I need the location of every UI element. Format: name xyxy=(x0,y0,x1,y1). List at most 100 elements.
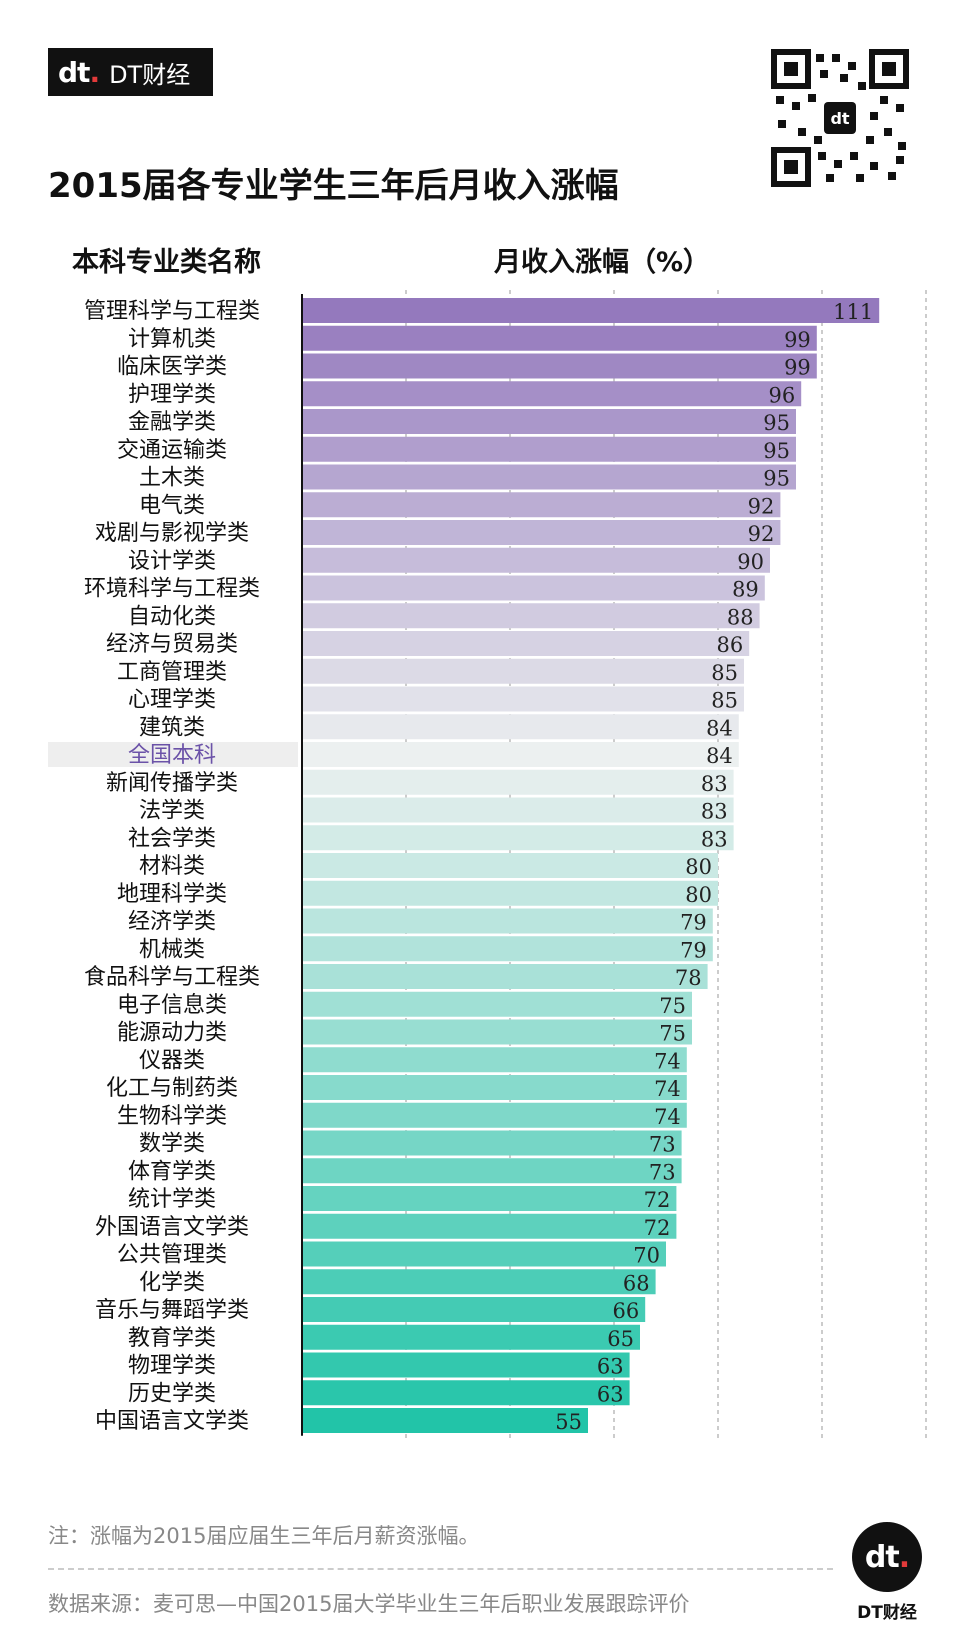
value-label: 55 xyxy=(555,1410,582,1434)
value-label: 80 xyxy=(685,883,712,907)
category-label: 经济学类 xyxy=(128,910,216,935)
value-label: 73 xyxy=(649,1133,676,1157)
logo-mark: dt. xyxy=(58,55,100,89)
value-column-header: 月收入涨幅（%） xyxy=(494,247,711,278)
category-label: 电子信息类 xyxy=(117,993,227,1018)
category-label: 食品科学与工程类 xyxy=(84,965,260,990)
category-label: 数学类 xyxy=(139,1132,205,1157)
bar xyxy=(302,409,796,434)
category-label: 电气类 xyxy=(139,493,205,518)
value-label: 99 xyxy=(784,328,811,352)
category-label: 教育学类 xyxy=(128,1326,216,1351)
dt-brand-logo: dt. xyxy=(852,1522,922,1592)
value-label: 111 xyxy=(833,300,873,324)
value-label: 96 xyxy=(768,383,795,407)
category-label: 公共管理类 xyxy=(117,1243,227,1268)
value-label: 83 xyxy=(701,827,728,851)
value-label: 74 xyxy=(654,1077,681,1101)
logo-text: DT财经 xyxy=(109,60,191,89)
value-label: 79 xyxy=(680,938,707,962)
value-label: 90 xyxy=(737,550,764,574)
bar xyxy=(302,1241,666,1267)
bar xyxy=(302,520,781,545)
bar xyxy=(302,1130,682,1156)
category-label: 设计学类 xyxy=(128,549,216,574)
value-label: 65 xyxy=(607,1327,634,1351)
value-label: 85 xyxy=(711,661,738,685)
category-label: 自动化类 xyxy=(128,604,216,629)
bar xyxy=(302,603,760,629)
category-label: 机械类 xyxy=(139,937,205,962)
category-label: 化学类 xyxy=(139,1270,205,1295)
bar xyxy=(302,298,880,323)
value-label: 70 xyxy=(633,1244,660,1268)
bar xyxy=(302,1102,687,1128)
bar xyxy=(302,631,750,656)
bar xyxy=(302,575,765,601)
bar xyxy=(302,853,718,878)
chart-title: 2015届各专业学生三年后月收入涨幅 xyxy=(48,166,619,206)
dt-logo: dt. DT财经 xyxy=(48,48,213,96)
value-label: 72 xyxy=(644,1188,671,1212)
data-source: 数据来源：麦可思—中国2015届大学毕业生三年后职业发展跟踪评价 xyxy=(48,1592,690,1616)
value-label: 85 xyxy=(711,689,738,713)
category-label: 统计学类 xyxy=(128,1187,216,1212)
bar xyxy=(302,658,744,684)
bar xyxy=(302,1408,588,1433)
value-label: 84 xyxy=(706,744,733,768)
category-label: 戏剧与影视学类 xyxy=(95,521,249,546)
category-label: 护理学类 xyxy=(128,382,216,407)
category-label: 环境科学与工程类 xyxy=(84,577,260,602)
value-label: 95 xyxy=(763,411,790,435)
bar xyxy=(302,1297,646,1322)
svg-text:dt: dt xyxy=(830,109,849,128)
bar xyxy=(302,1186,677,1211)
bar xyxy=(302,880,718,906)
bar xyxy=(302,464,796,490)
value-label: 99 xyxy=(784,356,811,380)
bar xyxy=(302,908,713,934)
value-label: 83 xyxy=(701,800,728,824)
category-label: 工商管理类 xyxy=(117,660,227,685)
value-label: 63 xyxy=(597,1355,624,1379)
bar xyxy=(302,714,739,740)
bar xyxy=(302,436,796,462)
category-label: 化工与制药类 xyxy=(106,1076,238,1101)
category-label: 建筑类 xyxy=(139,715,205,740)
bar xyxy=(302,353,817,379)
bar-chart: 管理科学与工程类 111 计算机类 99 临床医学类 99 护理学类 96 金融学类 95 交通运输… xyxy=(48,290,927,1440)
category-label: 生物科学类 xyxy=(117,1104,227,1129)
value-label: 79 xyxy=(680,911,707,935)
category-label: 仪器类 xyxy=(139,1048,205,1073)
value-label: 75 xyxy=(659,994,686,1018)
value-label: 78 xyxy=(675,966,702,990)
bar xyxy=(302,936,713,962)
value-label: 73 xyxy=(649,1160,676,1184)
brand-name: DT财经 xyxy=(857,1603,917,1623)
bar xyxy=(302,1380,630,1406)
bar xyxy=(302,686,744,712)
value-label: 63 xyxy=(597,1382,624,1406)
value-label: 68 xyxy=(623,1271,650,1295)
category-label: 土木类 xyxy=(139,466,205,491)
value-label: 75 xyxy=(659,1022,686,1046)
bar xyxy=(302,991,692,1017)
value-label: 83 xyxy=(701,772,728,796)
category-label: 管理科学与工程类 xyxy=(84,299,260,324)
value-label: 92 xyxy=(748,522,775,546)
bar xyxy=(302,964,708,989)
value-label: 66 xyxy=(612,1299,639,1323)
value-label: 86 xyxy=(716,633,743,657)
highlight-row-bg xyxy=(48,742,298,767)
bar xyxy=(302,742,739,767)
category-label: 心理学类 xyxy=(128,688,216,713)
bar xyxy=(302,1269,656,1295)
bar xyxy=(302,381,802,407)
category-label: 新闻传播学类 xyxy=(106,771,238,796)
bar xyxy=(302,325,817,351)
category-column-header: 本科专业类名称 xyxy=(72,247,261,278)
value-label: 74 xyxy=(654,1105,681,1129)
bar xyxy=(302,769,734,795)
bar xyxy=(302,1158,682,1184)
value-label: 74 xyxy=(654,1049,681,1073)
